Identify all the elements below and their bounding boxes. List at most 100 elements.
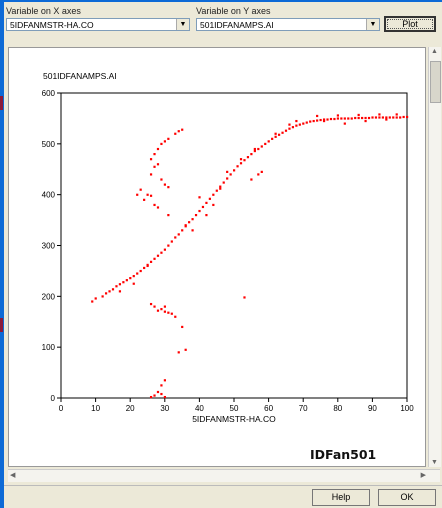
x-tick-label: 10	[91, 404, 100, 413]
data-point	[219, 187, 222, 190]
data-point	[177, 351, 180, 354]
y-tick-label: 400	[42, 191, 56, 200]
ok-button[interactable]: OK	[378, 489, 436, 506]
y-tick-label: 100	[42, 343, 56, 352]
data-point	[153, 153, 156, 156]
y-tick-label: 0	[51, 394, 56, 403]
data-point	[160, 251, 163, 254]
data-point	[385, 116, 388, 119]
data-point	[274, 135, 277, 138]
data-point	[149, 260, 153, 263]
data-point	[402, 115, 405, 119]
data-point	[153, 394, 156, 397]
data-point	[336, 114, 339, 117]
x-variable-value: 5IDFANMSTR-HA.CO	[10, 20, 94, 30]
data-point	[336, 117, 339, 120]
data-point	[253, 149, 256, 153]
vertical-scroll-thumb[interactable]	[430, 61, 441, 103]
data-point	[257, 173, 260, 176]
data-point	[239, 162, 243, 165]
data-point	[208, 197, 211, 200]
data-point	[316, 114, 319, 118]
data-point	[156, 254, 160, 257]
x-tick-label: 60	[264, 404, 273, 413]
data-point	[205, 201, 208, 204]
help-button[interactable]: Help	[312, 489, 370, 506]
chart-title: 501IDFANAMPS.AI	[43, 71, 117, 81]
data-point	[163, 183, 166, 186]
data-point	[174, 132, 177, 135]
data-point	[143, 266, 146, 270]
data-point	[302, 122, 305, 125]
data-point	[181, 229, 184, 232]
scroll-right-icon[interactable]: ▶	[420, 472, 426, 479]
data-point	[222, 181, 225, 184]
chevron-down-icon[interactable]: ▼	[176, 19, 189, 30]
data-point	[219, 185, 222, 188]
data-point	[163, 140, 166, 143]
data-point	[226, 170, 229, 173]
data-point	[160, 178, 163, 181]
x-axis-variable-label: Variable on X axes	[6, 6, 81, 16]
data-point	[316, 119, 319, 122]
data-point	[388, 116, 391, 119]
data-point	[188, 221, 191, 224]
data-point	[163, 379, 166, 382]
data-point	[354, 116, 357, 120]
data-point	[374, 116, 378, 119]
data-point	[392, 116, 395, 119]
data-point	[229, 173, 232, 176]
divider	[4, 485, 442, 486]
chevron-down-icon[interactable]: ▼	[366, 19, 379, 30]
scroll-up-icon[interactable]: ▲	[431, 48, 438, 55]
data-point	[236, 165, 239, 168]
data-point	[333, 117, 336, 121]
data-point	[153, 203, 156, 207]
data-point	[343, 122, 346, 125]
data-point	[94, 297, 97, 300]
data-point	[129, 277, 132, 280]
horizontal-scrollbar[interactable]: ◀ ▶	[8, 469, 440, 482]
data-point	[364, 116, 367, 120]
scroll-left-icon[interactable]: ◀	[10, 472, 16, 479]
scroll-down-icon[interactable]: ▼	[431, 459, 438, 466]
data-point	[385, 118, 388, 121]
data-point	[104, 292, 108, 295]
annotation-label: IDFan501	[310, 447, 377, 462]
x-tick-label: 30	[160, 404, 169, 413]
data-point	[146, 193, 149, 196]
data-point	[399, 116, 402, 119]
y-tick-label: 500	[42, 140, 56, 149]
plot-button[interactable]: Plot	[384, 16, 436, 32]
data-point	[143, 198, 146, 201]
data-point	[191, 218, 194, 221]
data-point	[288, 123, 291, 126]
vertical-scrollbar[interactable]: ▲ ▼	[428, 47, 441, 467]
y-variable-dropdown[interactable]: 501IDFANAMPS.AI ▼	[196, 18, 380, 31]
data-point	[163, 305, 166, 308]
x-axis-title: 5IDFANMSTR-HA.CO	[192, 414, 276, 424]
data-point	[340, 117, 343, 120]
data-point	[174, 315, 177, 318]
chart-panel: 501IDFANAMPS.AI 0 10 20 30 40 50 60 70 80 90 100 0 10…	[8, 47, 426, 467]
data-point	[184, 348, 187, 351]
data-point	[357, 113, 360, 117]
x-variable-dropdown[interactable]: 5IDFANMSTR-HA.CO ▼	[6, 18, 190, 31]
data-point	[271, 137, 274, 140]
data-point	[139, 269, 142, 273]
data-point	[156, 390, 160, 394]
data-point	[149, 395, 153, 399]
data-point	[257, 147, 260, 151]
data-point	[198, 209, 201, 213]
data-point	[260, 170, 263, 173]
data-point	[160, 142, 163, 146]
data-point	[250, 178, 253, 181]
data-point	[288, 127, 291, 130]
data-point	[322, 119, 326, 123]
data-point	[149, 194, 153, 197]
data-point	[319, 118, 322, 122]
data-point	[132, 282, 135, 285]
data-point	[215, 189, 218, 192]
data-point	[163, 310, 166, 313]
y-tick-label: 200	[42, 292, 56, 301]
